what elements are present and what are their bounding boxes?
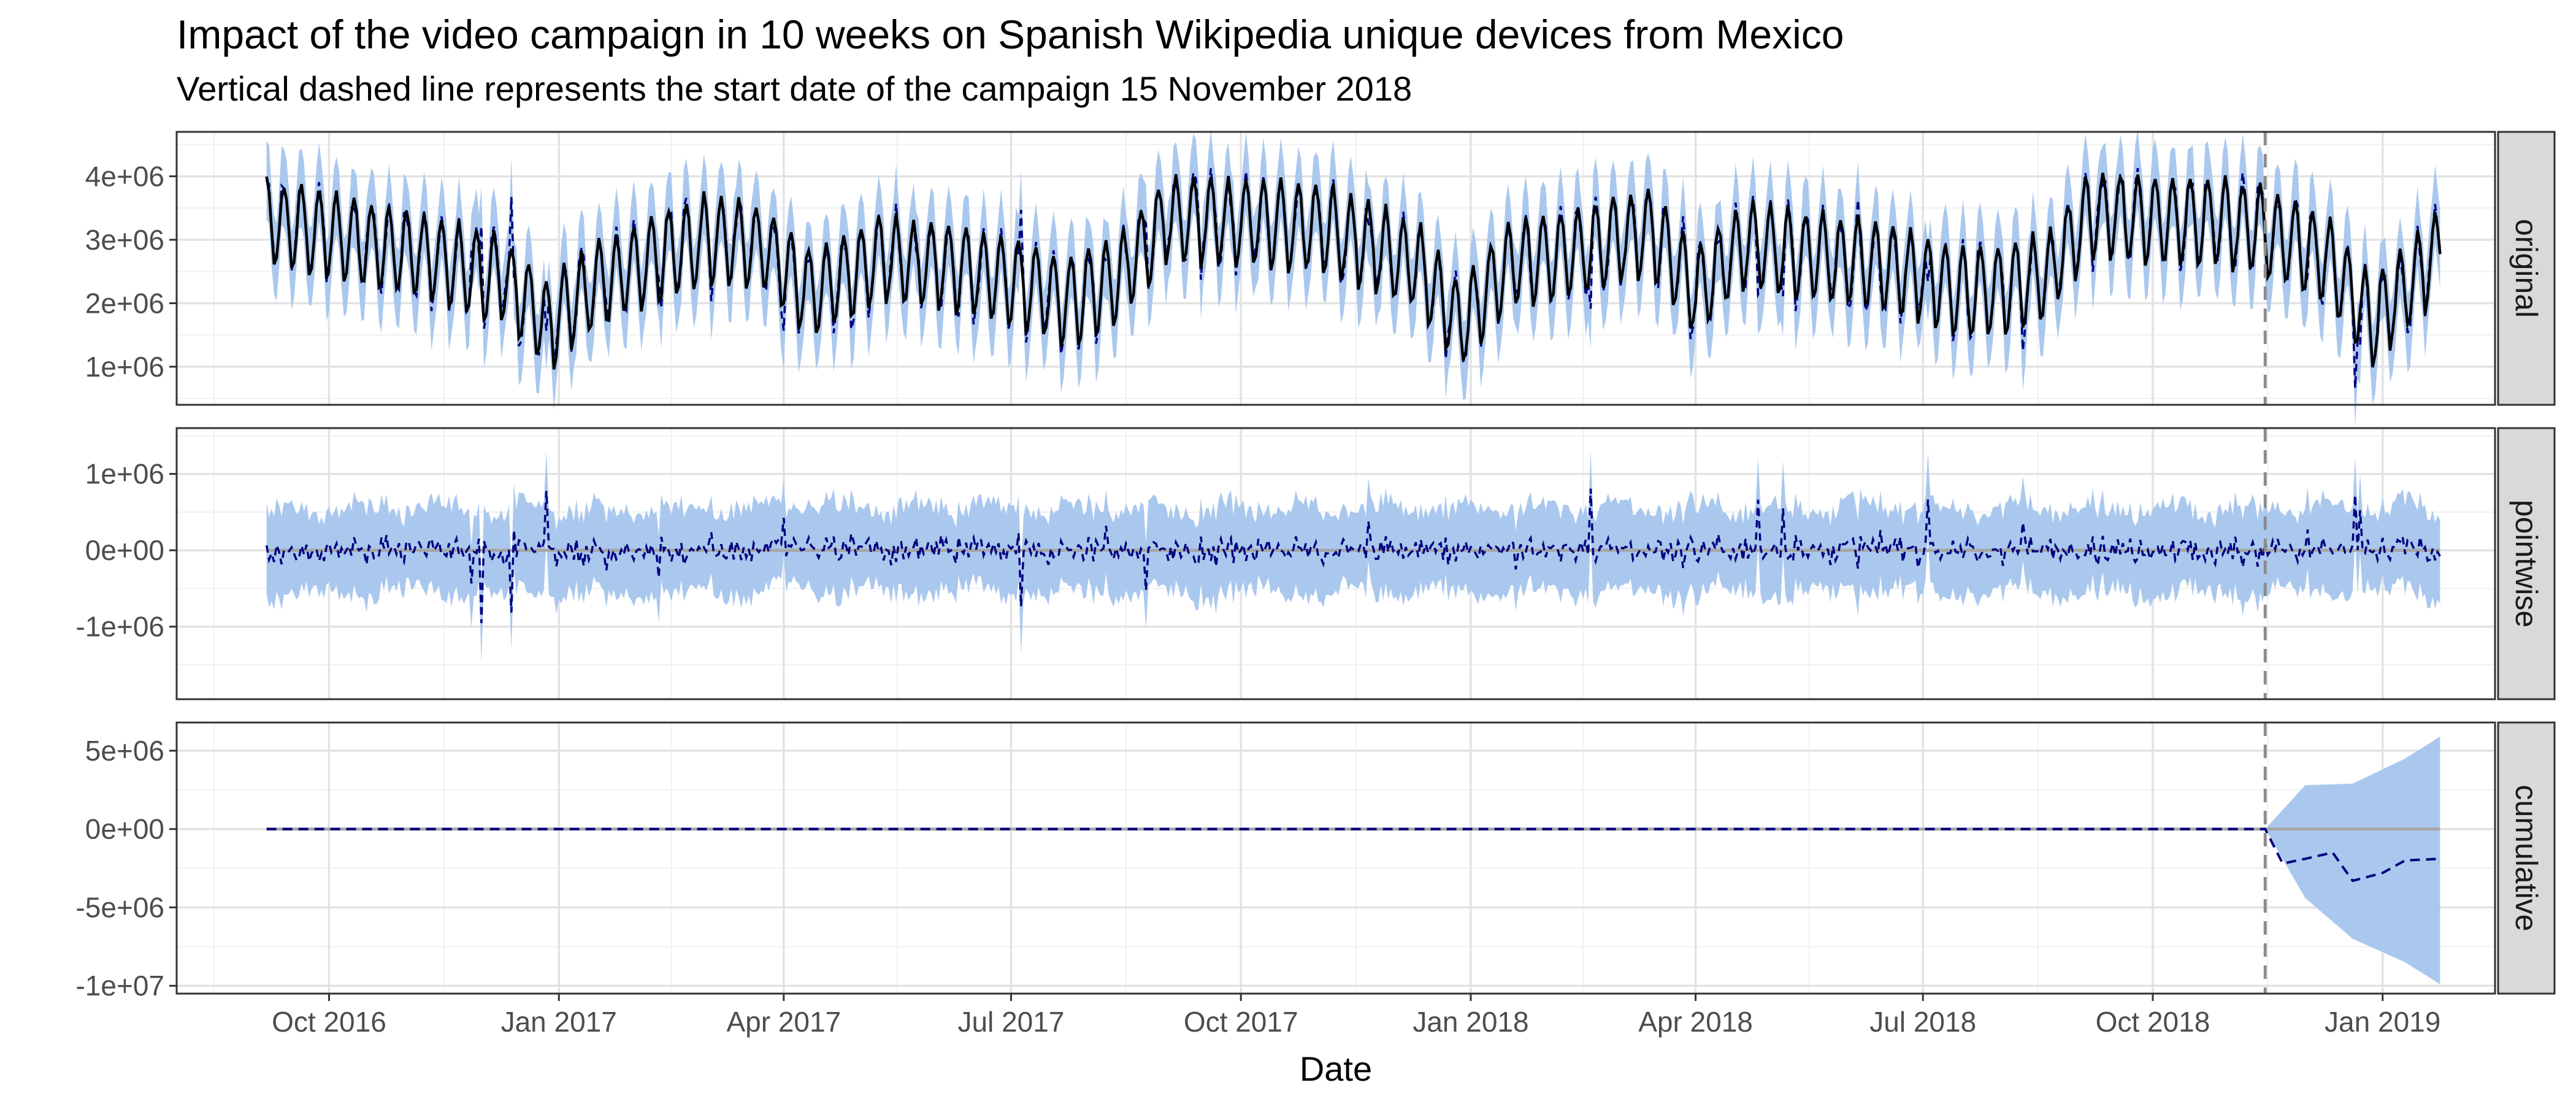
y-tick-label: 1e+06	[85, 458, 164, 490]
x-tick-label: Jan 2018	[1413, 1006, 1528, 1038]
panel-original: 1e+06 2e+06 3e+06 4e+06 original	[85, 129, 2556, 427]
x-axis: Oct 2016 Jan 2017 Apr 2017 Jul 2017 Oct 2017…	[272, 994, 2440, 1088]
facet-label-cumulative: cumulative	[2509, 785, 2543, 932]
y-tick-label: 2e+06	[85, 287, 164, 319]
panel-cumulative: -1e+07 -5e+06 0e+00 5e+06 cumulative	[75, 721, 2556, 1002]
y-tick-label: 5e+06	[85, 735, 164, 767]
y-tick-label: 0e+00	[85, 534, 164, 566]
panel-border	[175, 427, 2496, 700]
x-tick-label: Jan 2017	[501, 1006, 617, 1038]
facet-label-original: original	[2509, 219, 2543, 318]
y-tick-label: 1e+06	[85, 351, 164, 383]
x-tick-label: Oct 2017	[1184, 1006, 1298, 1038]
facet-label-pointwise: pointwise	[2509, 500, 2543, 627]
panel-border	[175, 721, 2496, 995]
y-tick-label: -5e+06	[75, 891, 164, 923]
chart-subtitle: Vertical dashed line represents the star…	[177, 69, 1413, 108]
x-axis-title: Date	[1300, 1049, 1372, 1088]
y-tick-label: 3e+06	[85, 224, 164, 256]
chart-title: Impact of the video campaign in 10 weeks…	[177, 12, 1844, 57]
facet-strip	[2497, 131, 2556, 406]
facet-strip	[2497, 721, 2556, 995]
panel-background	[177, 723, 2495, 994]
facet-strip	[2497, 427, 2556, 700]
x-tick-label: Oct 2018	[2096, 1006, 2210, 1038]
x-tick-label: Apr 2018	[1638, 1006, 1753, 1038]
x-tick-label: Jul 2018	[1869, 1006, 1976, 1038]
x-tick-label: Jul 2017	[958, 1006, 1065, 1038]
x-tick-label: Oct 2016	[272, 1006, 386, 1038]
pointwise-effect-line	[265, 488, 2441, 623]
panel-pointwise: -1e+06 0e+00 1e+06 pointwise	[75, 427, 2556, 700]
y-tick-label: -1e+06	[75, 611, 164, 643]
y-tick-label: -1e+07	[75, 970, 164, 1002]
pointwise-interval-band	[266, 451, 2440, 664]
x-tick-label: Jan 2019	[2325, 1006, 2440, 1038]
panel-border	[175, 131, 2496, 406]
y-tick-label: 4e+06	[85, 160, 164, 192]
cumulative-effect-line	[266, 827, 2440, 883]
prediction-interval-band	[266, 129, 2440, 427]
x-tick-label: Apr 2017	[726, 1006, 841, 1038]
y-tick-label: 0e+00	[85, 813, 164, 845]
observed-series-line	[265, 172, 2442, 370]
